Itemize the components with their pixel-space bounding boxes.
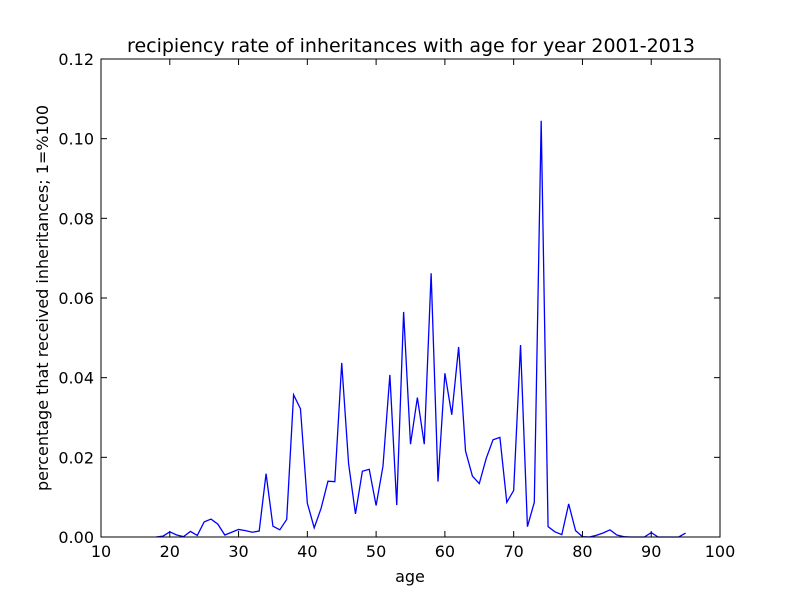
x-tick-label: 40 <box>297 542 317 561</box>
y-tick-label: 0.00 <box>58 528 94 547</box>
y-tick-label: 0.04 <box>58 369 94 388</box>
x-tick-label: 70 <box>503 542 523 561</box>
y-tick-label: 0.02 <box>58 448 94 467</box>
y-tick-label: 0.06 <box>58 289 94 308</box>
data-line-series-1 <box>155 120 686 538</box>
y-tick-label: 0.12 <box>58 50 94 69</box>
x-tick-label: 100 <box>705 542 736 561</box>
x-tick-label: 20 <box>160 542 180 561</box>
y-tick-label: 0.08 <box>58 209 94 228</box>
x-tick-label: 80 <box>572 542 592 561</box>
x-tick-label: 10 <box>91 542 111 561</box>
chart-title: recipiency rate of inheritances with age… <box>127 35 695 57</box>
x-axis-label: age <box>395 567 425 586</box>
x-tick-label: 60 <box>435 542 455 561</box>
plot-area: 10 20 30 40 50 60 70 80 90 100 0.00 0.02 0.04 0.06 0.0… <box>58 50 735 561</box>
plot-frame <box>100 58 721 538</box>
x-tick-label: 50 <box>366 542 386 561</box>
y-tick-label: 0.10 <box>58 130 94 149</box>
y-axis-label: percentage that received inheritances; 1… <box>33 105 52 491</box>
x-tick-label: 30 <box>228 542 248 561</box>
x-tick-label: 90 <box>641 542 661 561</box>
